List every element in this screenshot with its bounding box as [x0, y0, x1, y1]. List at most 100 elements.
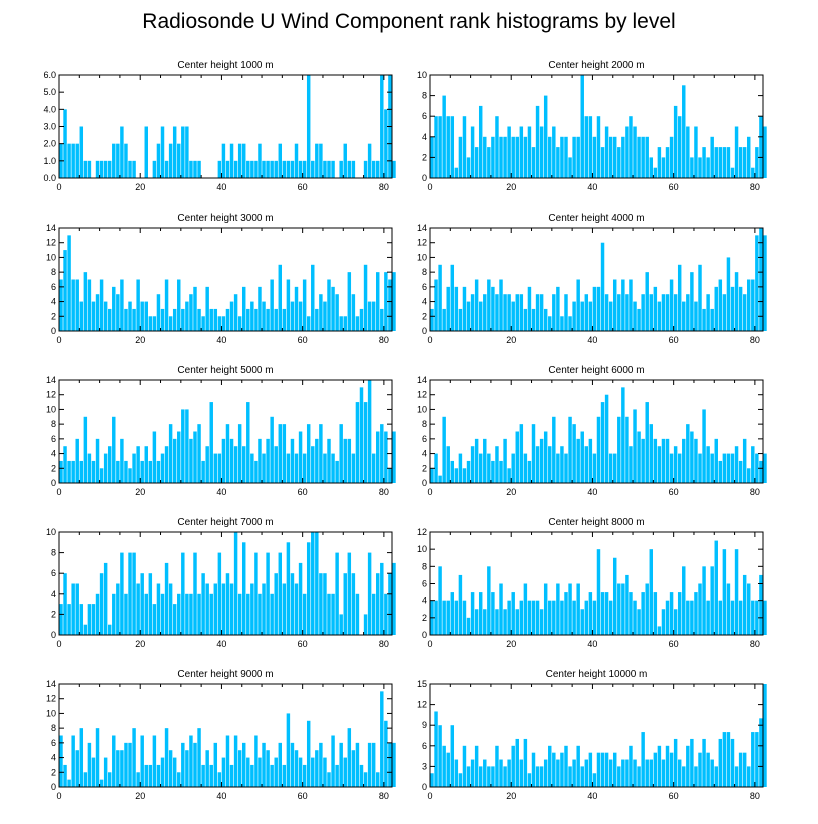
bar: [633, 126, 637, 178]
bar: [95, 593, 100, 635]
bar: [274, 573, 278, 635]
bar: [548, 316, 552, 331]
bar: [747, 136, 751, 178]
x-tick-label: 60: [669, 335, 679, 345]
x-tick-label: 60: [669, 639, 679, 649]
bar: [511, 301, 515, 331]
bar: [120, 126, 124, 178]
bar: [694, 126, 698, 178]
bar: [734, 272, 739, 331]
bar: [371, 453, 376, 483]
y-tick-label: 12: [417, 238, 427, 248]
y-tick-label: 6: [51, 434, 56, 444]
bar: [677, 592, 682, 635]
bar: [625, 294, 629, 331]
bar: [604, 752, 609, 787]
bar: [763, 126, 767, 178]
bar: [392, 562, 396, 635]
y-tick-label: 14: [46, 375, 56, 385]
bar: [645, 759, 649, 787]
bar: [193, 286, 197, 331]
bar: [217, 453, 222, 483]
bar: [392, 160, 396, 178]
bar: [103, 160, 108, 178]
bar: [225, 573, 230, 635]
bar: [665, 294, 670, 331]
bar: [742, 294, 747, 331]
bar: [270, 416, 274, 483]
bar: [576, 136, 580, 178]
bar: [759, 228, 763, 331]
bar: [392, 431, 396, 483]
y-tick-label: 12: [46, 694, 56, 704]
bar: [600, 752, 605, 787]
bar: [213, 583, 218, 635]
bar: [511, 136, 515, 178]
bar: [747, 583, 751, 635]
bar: [645, 272, 649, 331]
bar: [282, 583, 287, 635]
bar: [112, 735, 116, 787]
bar: [376, 272, 380, 331]
bar: [495, 609, 499, 635]
bar: [698, 453, 702, 483]
bar: [193, 160, 197, 178]
bar: [568, 766, 572, 787]
bar: [306, 542, 311, 635]
bar: [156, 460, 161, 483]
bar: [237, 143, 242, 178]
bar: [140, 301, 144, 331]
bar: [617, 416, 621, 483]
bar: [726, 732, 731, 787]
y-tick-label: 0: [51, 478, 56, 488]
y-tick-label: 0: [51, 782, 56, 792]
bar: [229, 583, 234, 635]
bar: [189, 593, 193, 635]
bar: [168, 424, 173, 483]
bar: [763, 235, 767, 331]
bar: [710, 308, 714, 331]
bar: [172, 308, 177, 331]
bar: [75, 750, 79, 787]
bar: [543, 759, 548, 787]
bar: [221, 757, 226, 787]
bar: [168, 583, 173, 635]
bar: [367, 143, 372, 178]
plot-frame: [58, 531, 393, 636]
bar: [503, 136, 507, 178]
bar: [266, 438, 270, 483]
bar: [470, 592, 475, 635]
bar: [714, 766, 718, 787]
bar: [690, 738, 694, 787]
bar: [466, 617, 471, 635]
bar: [107, 160, 112, 178]
bar: [120, 279, 124, 331]
y-tick-label: 2: [422, 311, 427, 321]
bar: [738, 752, 743, 787]
bar: [702, 738, 706, 787]
bar: [319, 294, 323, 331]
bar: [124, 593, 128, 635]
bar: [438, 264, 442, 331]
bar: [95, 728, 100, 787]
x-tick-label: 80: [379, 639, 389, 649]
panel-7: Center height 7000 m 0 20 40 60 80 0 2 4 6 8 10: [46, 517, 396, 649]
bar: [286, 160, 291, 178]
bar: [641, 294, 645, 331]
bar: [371, 593, 376, 635]
bar: [75, 279, 79, 331]
bar: [714, 286, 718, 331]
bar: [759, 718, 763, 787]
bar: [205, 750, 209, 787]
bar: [470, 126, 475, 178]
bar: [140, 460, 144, 483]
y-tick-label: 6: [51, 738, 56, 748]
bar: [246, 160, 250, 178]
y-tick-label: 4: [51, 449, 56, 459]
y-tick-label: 6: [422, 111, 427, 121]
bar: [450, 460, 455, 483]
bar: [446, 752, 450, 787]
bar: [438, 725, 442, 787]
bar: [580, 609, 584, 635]
bar: [347, 728, 352, 787]
